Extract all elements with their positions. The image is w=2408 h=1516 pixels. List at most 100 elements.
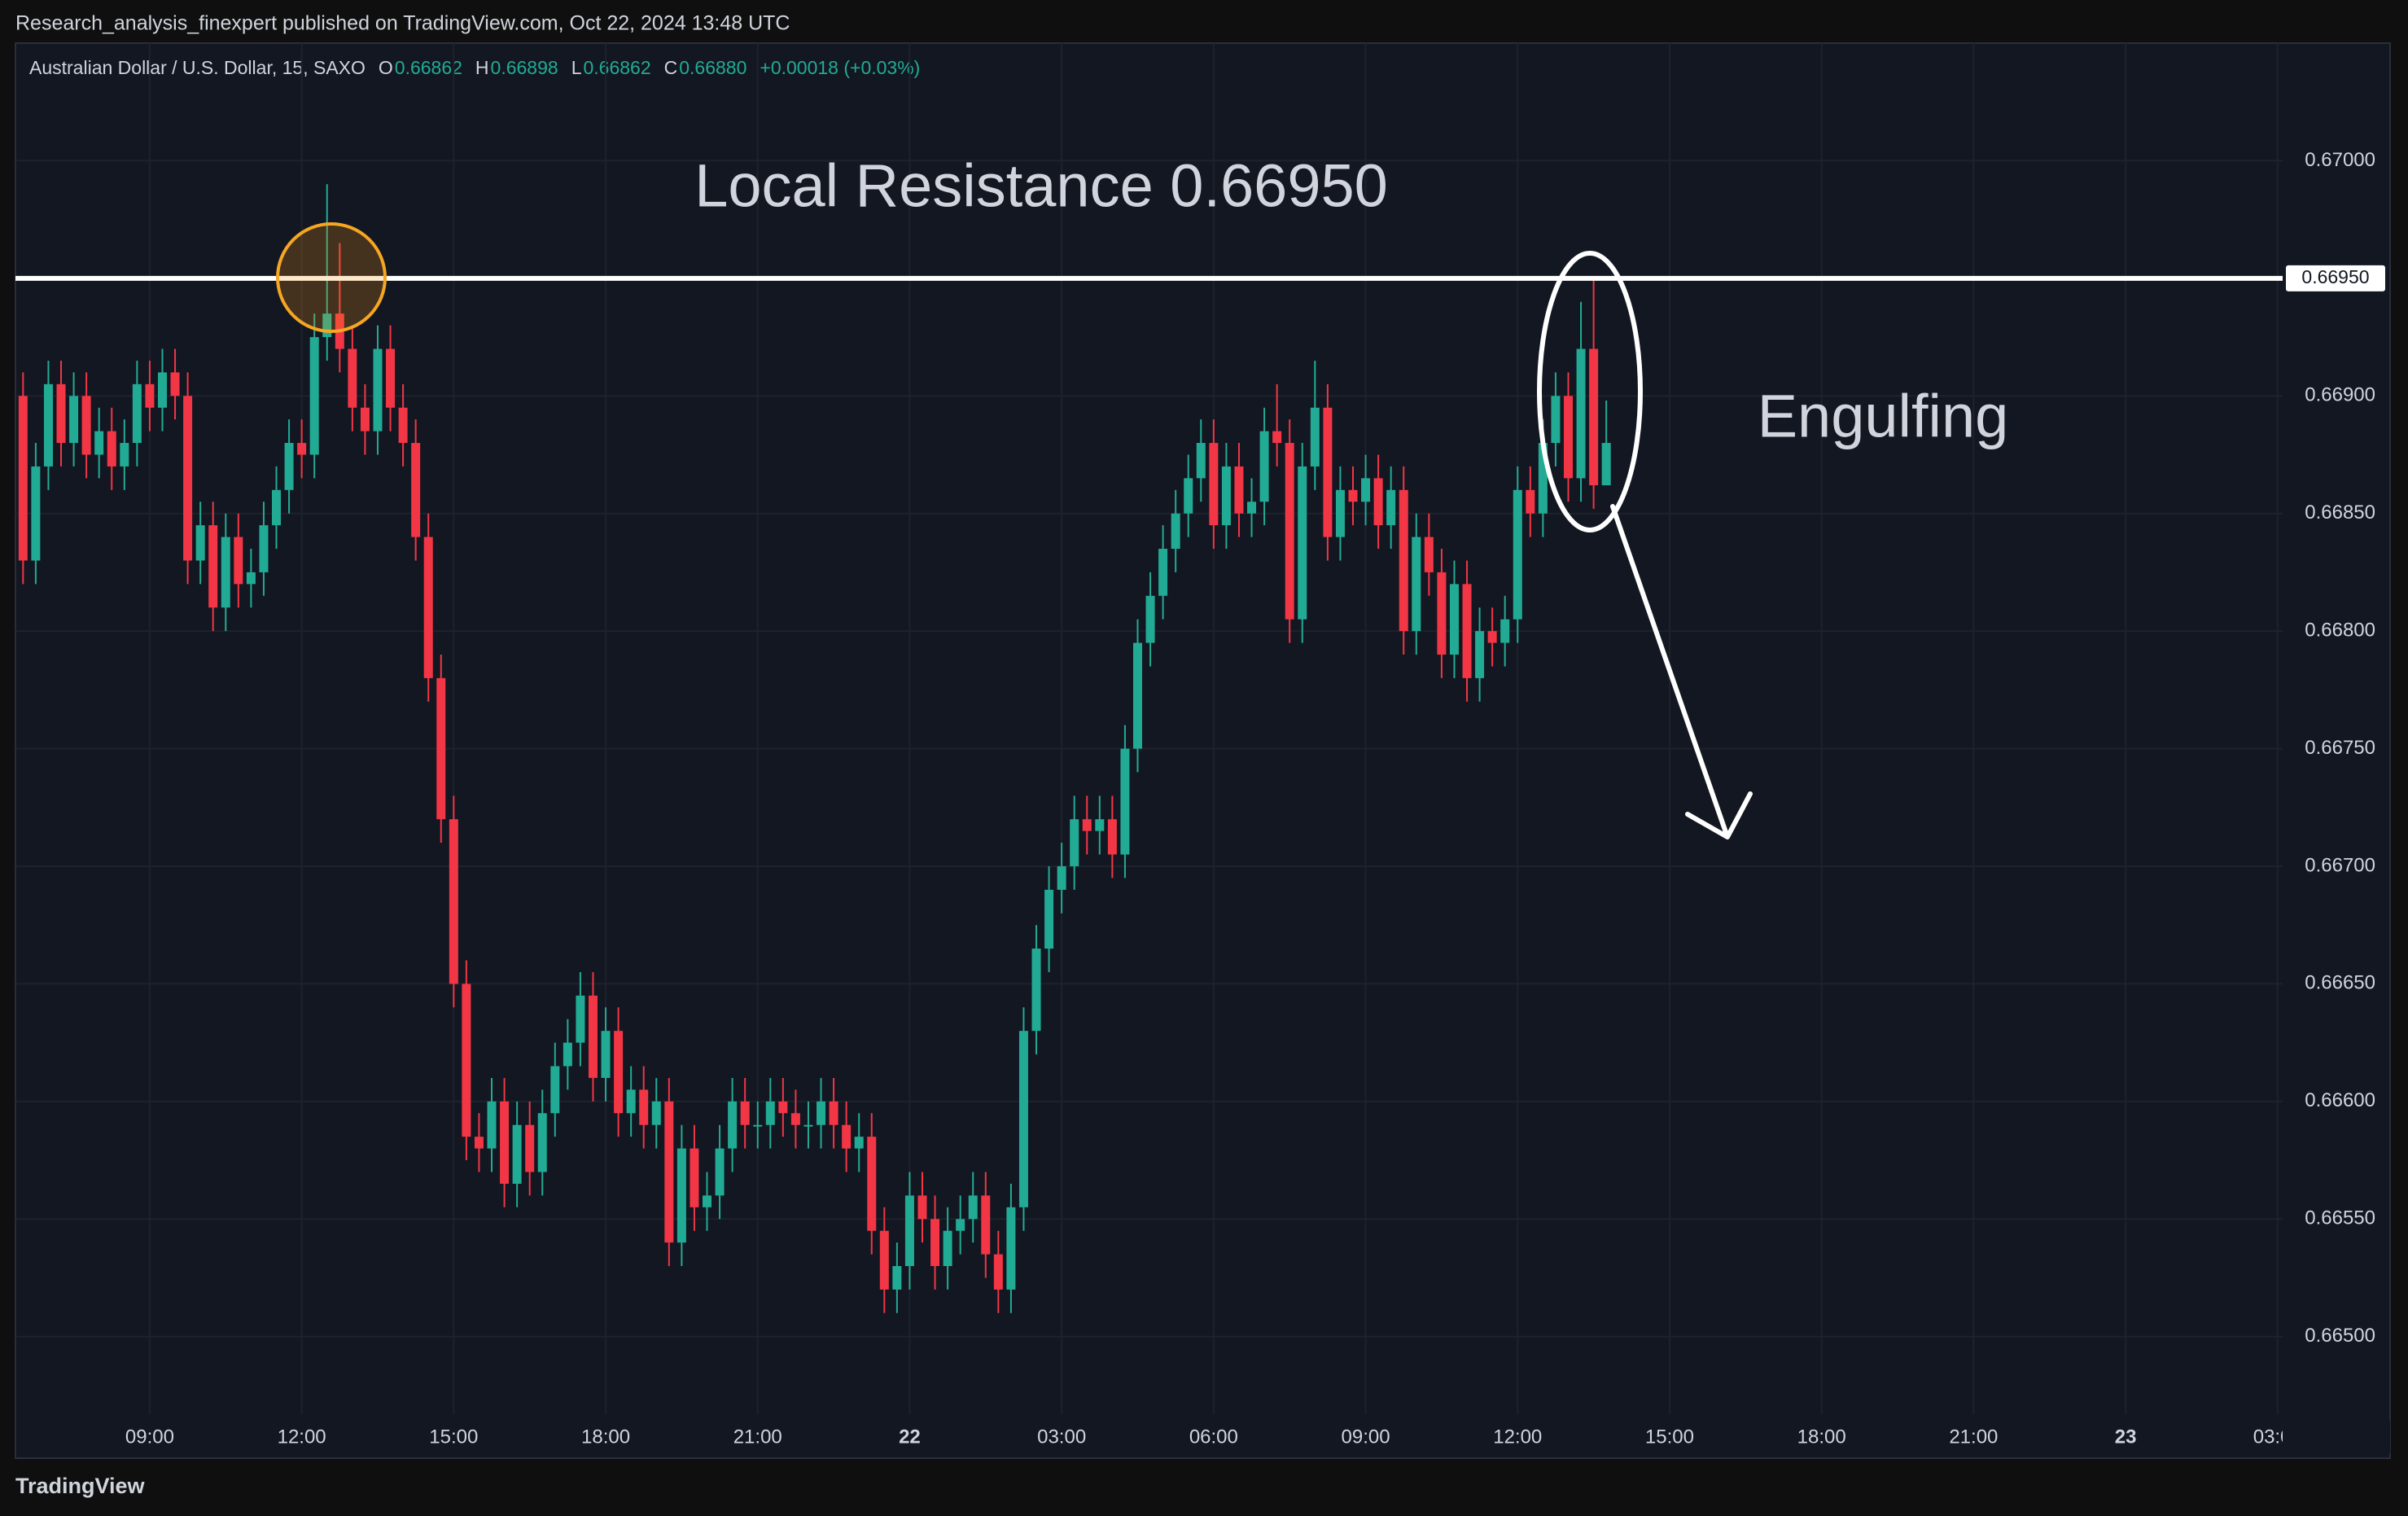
candle-body [373,348,383,432]
candle-body [1526,489,1535,514]
candle-body [537,1113,547,1172]
candle-body [1475,631,1485,678]
candle-body [1323,407,1333,537]
y-tick-label: 0.66800 [2305,619,2375,641]
candle-body [1070,819,1079,866]
candle-body [639,1089,649,1125]
x-tick-label: 12:00 [278,1426,326,1448]
candle-body [1386,489,1396,526]
axes: 0.66500 0.66550 0.66600 0.66650 0.66700 0.667… [125,149,2390,1453]
candle-body [1247,502,1257,514]
highlight-circle [276,222,387,333]
candle-body [525,1124,535,1172]
candle-body [753,1124,763,1127]
candle-body [1335,489,1345,537]
candle-body [1576,348,1586,479]
candle-body [43,383,53,467]
candle-body [676,1148,686,1243]
candle-body [462,984,471,1137]
candle-body [120,443,129,467]
footer-brand: TradingView [15,1474,146,1498]
candle-body [500,1101,510,1184]
candle-body [1538,443,1548,514]
resistance-annotation: Local Resistance 0.66950 [694,152,1388,220]
candle-body [867,1137,877,1231]
candle-body [411,443,421,537]
candle-body [1551,396,1561,444]
x-tick-label: 18:00 [581,1426,630,1448]
candle-body [1487,631,1497,643]
legend-key: H [475,57,489,78]
candle-body [1234,466,1244,514]
y-tick-label: 0.66650 [2305,972,2375,994]
x-tick-label: 03:00 [1037,1426,1086,1448]
candle-body [879,1230,889,1290]
candle-body [1412,537,1421,632]
candle-body [436,677,446,820]
publisher: Research_analysis_finexpert published on… [15,12,790,35]
legend-key: L [571,57,582,78]
legend-change: +0.00018 (+0.03%) [760,57,920,78]
candle-body [1031,949,1041,1032]
candle-body [208,525,218,608]
candle-body [474,1137,484,1149]
candle-body [892,1266,902,1290]
y-tick-label: 0.66850 [2305,502,2375,524]
candle-body [981,1195,991,1255]
candle-body [1221,466,1231,526]
candle-body [297,443,307,455]
candle-body [31,466,41,561]
x-tick-label: 18:00 [1797,1426,1846,1448]
candle-body [322,313,332,338]
candle-body [917,1195,927,1220]
candle-body [1298,466,1307,620]
candle-body [601,1031,611,1078]
candle-body [1209,443,1219,526]
candle-body [904,1195,914,1267]
legend-value: 0.66862 [395,57,462,78]
candle-body [132,383,142,444]
candle-body [348,348,357,408]
candle-body [170,372,180,397]
ohlc-legend: O 0.66862 H 0.66898 L 0.66862 C 0.66880 +0.00018… [379,57,920,78]
candle-body [398,407,408,444]
candle-body [309,337,319,455]
candle-body [664,1101,674,1243]
plot-area [15,43,2283,1414]
candle-body [1310,407,1320,467]
candle-body [1171,513,1180,550]
candle-body [703,1195,712,1207]
candle-body [195,525,205,561]
candle-body [614,1031,624,1114]
candle-body [1361,478,1371,502]
legend-value: 0.66898 [491,57,558,78]
candle-body [107,431,116,467]
candle-body [778,1101,788,1114]
candle-body [1500,619,1510,643]
candle-body [1259,431,1269,502]
candle-body [790,1113,800,1125]
candle-body [1424,537,1434,572]
y-tick-label: 0.66750 [2305,737,2375,759]
candle-body [1437,572,1447,655]
candle-body [386,348,396,408]
candle-body [259,525,269,572]
legend-key: C [664,57,678,78]
candle-body [1373,478,1383,526]
candle-body [765,1101,775,1125]
candle-body [651,1101,661,1125]
candle-body [1272,431,1282,444]
candle-body [1563,396,1573,479]
legend-key: O [379,57,393,78]
candle-body [94,431,104,455]
candle-body [221,537,230,608]
candle-body [272,489,282,526]
x-tick-label: 21:00 [733,1426,782,1448]
candle-body [1095,819,1105,831]
candle-body [993,1254,1003,1290]
x-tick-label: 15:00 [429,1426,478,1448]
candle-body [803,1124,813,1127]
candle-body [740,1101,750,1125]
legend-value: 0.66880 [679,57,746,78]
